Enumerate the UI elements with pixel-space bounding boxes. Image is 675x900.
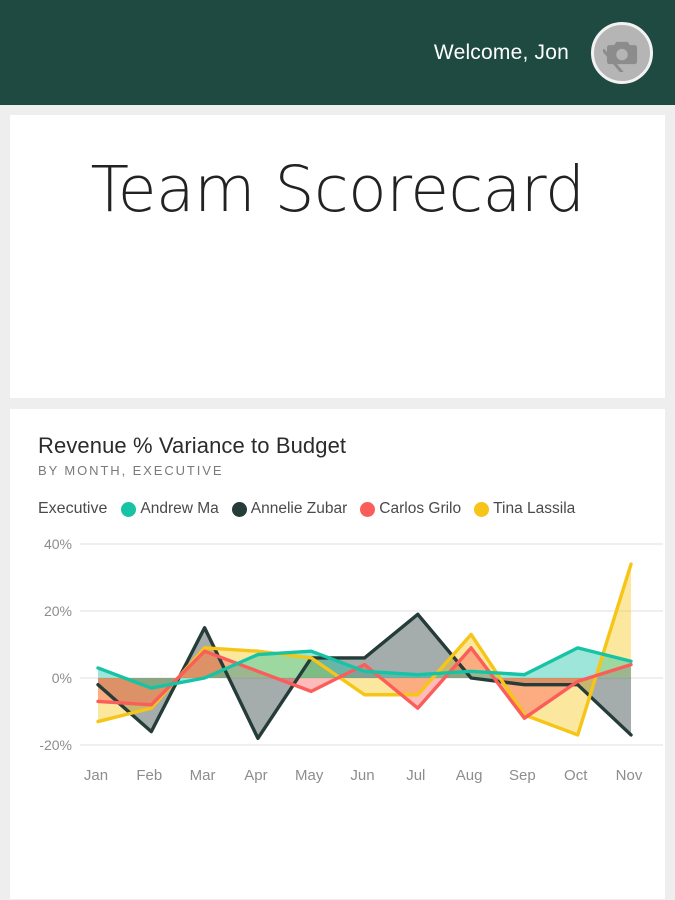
legend-swatch-icon bbox=[360, 501, 376, 517]
y-axis-tick-label: 0% bbox=[52, 670, 72, 686]
y-axis-tick-label: 40% bbox=[44, 536, 72, 552]
series-line bbox=[96, 646, 633, 720]
legend-series-name: Carlos Grilo bbox=[379, 500, 462, 517]
legend-item[interactable]: Tina Lassila bbox=[474, 500, 575, 518]
x-axis-tick-label: Jun bbox=[350, 767, 375, 784]
chart-card: Revenue % Variance to Budget BY MONTH, E… bbox=[10, 409, 665, 899]
x-axis-tick-label: Jan bbox=[83, 767, 109, 784]
welcome-message: Welcome, Jon bbox=[433, 40, 569, 64]
legend-series-name: Andrew Ma bbox=[140, 500, 219, 517]
x-axis-tick-label: Jul bbox=[406, 767, 426, 784]
x-axis-tick-label: Feb bbox=[136, 767, 163, 784]
legend-item[interactable]: Annelie Zubar bbox=[231, 500, 348, 518]
chart-svg: 40% 20% 0% -20% bbox=[39, 536, 663, 753]
x-axis-tick-label: Nov bbox=[615, 767, 643, 784]
title-card: Team Scorecard bbox=[10, 115, 665, 398]
y-axis-tick-label: 20% bbox=[44, 603, 72, 619]
series-area bbox=[98, 564, 632, 735]
series-area bbox=[98, 614, 632, 739]
legend-swatch-icon bbox=[231, 501, 247, 517]
x-axis-tick-label: Aug bbox=[455, 767, 483, 784]
chart-legend: Executive Andrew Ma Annelie Zubar Carlos G… bbox=[38, 500, 649, 518]
legend-item[interactable]: Andrew Ma bbox=[121, 500, 219, 518]
x-axis-tick-label: Oct bbox=[564, 767, 588, 784]
y-axis-tick-label: -20% bbox=[39, 737, 72, 753]
chart-subtitle: BY MONTH, EXECUTIVE bbox=[38, 463, 224, 478]
legend-series-name: Tina Lassila bbox=[493, 500, 576, 517]
legend-item[interactable]: Carlos Grilo bbox=[360, 500, 461, 518]
chart-title: Revenue % Variance to Budget bbox=[38, 433, 347, 458]
legend-swatch-icon bbox=[474, 501, 490, 517]
camera-off-icon bbox=[603, 34, 641, 72]
legend-title: Executive bbox=[38, 500, 108, 517]
x-axis-tick-label: Apr bbox=[244, 767, 268, 784]
avatar[interactable] bbox=[591, 21, 653, 84]
chart-x-axis: Jan Feb Mar Apr May Jun Jul Aug Sep Oct Nov bbox=[28, 767, 649, 793]
series-area bbox=[98, 647, 632, 689]
page-body: Team Scorecard Revenue % Variance to Bud… bbox=[0, 115, 675, 899]
x-axis-tick-label: May bbox=[295, 767, 324, 784]
x-axis-tick-label: Sep bbox=[509, 767, 536, 784]
x-axis-tick-label: Mar bbox=[189, 767, 216, 784]
series-line bbox=[96, 646, 633, 690]
chart-plot-area: 40% 20% 0% -20% bbox=[30, 532, 663, 767]
app-header: Welcome, Jon bbox=[0, 0, 675, 105]
series-line bbox=[96, 612, 633, 740]
legend-series-name: Annelie Zubar bbox=[250, 500, 348, 517]
legend-swatch-icon bbox=[121, 501, 137, 517]
page-title: Team Scorecard bbox=[90, 153, 585, 226]
